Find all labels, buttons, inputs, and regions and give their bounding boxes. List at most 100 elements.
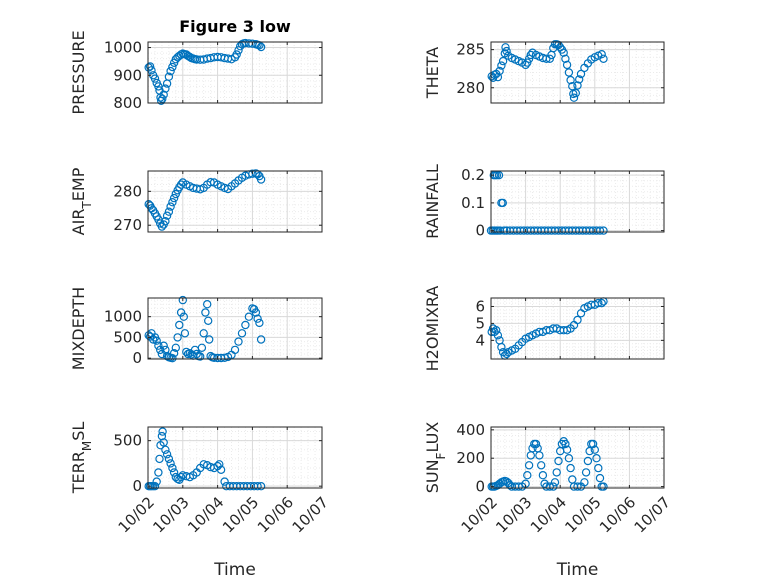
data-point [234, 46, 243, 55]
data-point [599, 226, 608, 235]
data-point [524, 54, 534, 64]
data-point [493, 72, 503, 82]
data-point [494, 170, 504, 180]
data-point [561, 439, 570, 449]
data-point [554, 456, 563, 466]
y-tick-label: 0 [132, 477, 142, 495]
data-point [152, 477, 161, 486]
data-point [588, 439, 598, 449]
y-tick-label: 400 [456, 421, 485, 439]
x-tick-label: 10/06 [596, 493, 639, 536]
data-point [175, 320, 184, 330]
data-point [199, 460, 208, 469]
axes-box [147, 170, 323, 233]
data-point [523, 58, 532, 67]
y-tick-label: 0.1 [461, 194, 485, 212]
y-tick-label: 1000 [104, 308, 142, 326]
y-tick-label: 0.2 [461, 166, 485, 184]
y-tick-label: 0 [475, 222, 485, 240]
data-point [161, 345, 170, 355]
y-tick-label: 0 [475, 478, 485, 496]
data-point [497, 61, 506, 70]
data-point [526, 50, 536, 60]
data-point [171, 343, 180, 352]
data-point [256, 175, 266, 184]
data-point [161, 84, 170, 93]
data-point [501, 43, 510, 52]
data-point [497, 342, 506, 352]
data-point [523, 471, 532, 480]
axes-box [147, 41, 323, 104]
data-point [573, 81, 582, 90]
y-tick-label: 270 [113, 216, 142, 234]
data-point [253, 482, 262, 491]
data-point [169, 349, 179, 358]
data-point [168, 463, 177, 473]
axes-box [490, 297, 665, 360]
x-axis-label: Time [556, 560, 599, 580]
data-point [241, 320, 250, 330]
data-point [562, 60, 572, 70]
y-tick-label: 6 [475, 297, 485, 315]
x-tick-label: 10/07 [289, 493, 332, 536]
subplot-6: 456 H2OMIXRA [423, 286, 665, 372]
data-point [173, 333, 182, 342]
data-point [164, 454, 174, 464]
data-point [564, 68, 574, 77]
data-point [150, 74, 160, 83]
y-axis-label: THETA [423, 47, 442, 99]
data-point [166, 66, 175, 76]
y-tick-label: 500 [113, 328, 142, 346]
data-point [154, 468, 163, 477]
axes-background [491, 171, 664, 232]
data-point [220, 477, 229, 486]
data-point [559, 48, 568, 57]
data-point [180, 329, 190, 338]
y-tick-label: 0 [132, 349, 142, 367]
data-point [575, 75, 584, 84]
x-tick-label: 10/04 [184, 493, 227, 536]
data-point [150, 482, 160, 491]
data-point [545, 482, 555, 491]
data-point [234, 337, 243, 346]
data-point [495, 66, 504, 76]
axes-box [147, 426, 323, 489]
data-point [502, 46, 511, 56]
data-point [232, 50, 241, 59]
y-axis-label: RAINFALL [423, 164, 442, 239]
data-point [152, 336, 161, 345]
x-tick-label: 10/02 [458, 493, 501, 536]
data-point [203, 316, 213, 325]
x-tick-label: 10/04 [527, 493, 570, 536]
data-point [505, 481, 515, 490]
y-tick-label: 500 [113, 432, 142, 450]
data-point [159, 90, 168, 99]
data-point [144, 63, 153, 72]
data-point [595, 226, 605, 235]
data-point [199, 329, 208, 338]
data-point [230, 345, 240, 355]
data-point [158, 427, 167, 436]
data-point [216, 465, 226, 474]
data-point [168, 62, 177, 72]
data-point [592, 454, 601, 463]
data-point [195, 352, 205, 361]
axes-background [491, 298, 664, 359]
data-point [581, 468, 591, 477]
data-point [569, 93, 579, 102]
y-axis-label: PRESSURE [69, 30, 88, 114]
y-tick-label: 200 [456, 449, 485, 467]
subplot-2: 280 285 THETA [423, 40, 665, 104]
data-point [499, 226, 509, 235]
data-point [594, 298, 603, 308]
data-point [202, 300, 212, 309]
data-point [161, 216, 170, 226]
y-axis-label: H2OMIXRA [423, 286, 442, 372]
axes-box [490, 426, 665, 489]
data-point [158, 94, 167, 104]
x-tick-label: 10/05 [561, 493, 604, 536]
data-point [251, 308, 261, 317]
data-point [493, 331, 503, 340]
data-point [176, 180, 186, 189]
